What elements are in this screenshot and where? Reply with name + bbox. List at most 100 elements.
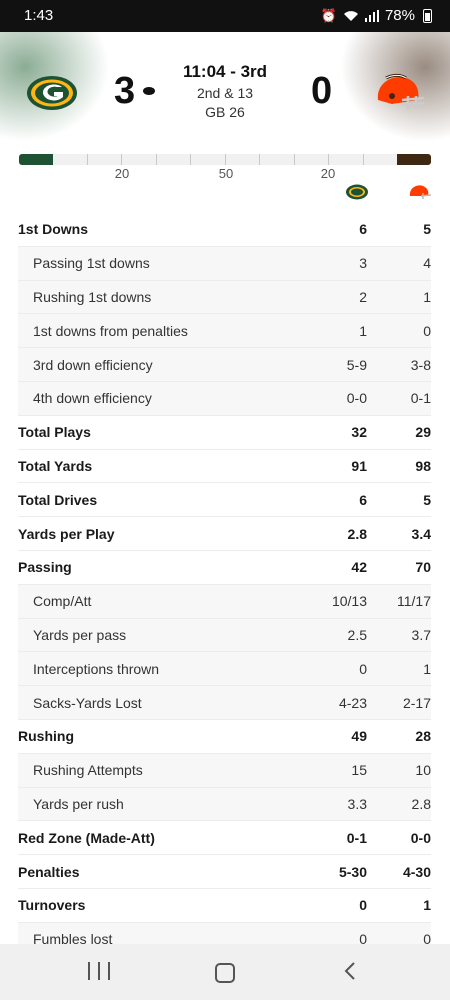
status-icons: ⏰ 78% [321,7,432,24]
stat-away-value: 0 [423,322,431,339]
stat-label: Yards per rush [33,795,124,812]
stat-row: Red Zone (Made-Att) 0-1 0-0 [18,821,431,856]
stat-label: Passing [18,559,72,576]
stat-label: Yards per pass [33,626,127,643]
stat-away-value: 29 [415,424,431,441]
ball-spot: GB 26 [205,104,245,120]
stat-away-value: 0 [423,931,431,948]
possession-indicator-icon [143,87,155,95]
stat-away-value: 0-0 [410,829,431,846]
stat-home-value: 49 [351,728,367,745]
stat-row: Total Drives 6 5 [18,483,431,518]
stat-row: Yards per pass 2.5 3.7 [18,618,431,653]
stat-home-value: 32 [351,424,367,441]
away-endzone [397,154,431,165]
stat-row: Total Plays 32 29 [18,416,431,450]
stat-home-value: 15 [351,762,367,779]
stat-row: Rushing 49 28 [18,720,431,754]
stat-row: Rushing Attempts 15 10 [18,753,431,788]
stat-away-value: 5 [423,491,431,508]
stat-home-value: 3 [359,255,367,272]
stat-away-value: 11/17 [397,593,431,610]
packers-logo-icon [27,76,77,110]
stat-row: Penalties 5-30 4-30 [18,855,431,889]
scoreboard[interactable]: 3 11:04 - 3rd 2nd & 13 GB 26 0 20 50 20 [0,32,450,190]
stat-label: Fumbles lost [33,931,113,948]
yard-label: 20 [114,166,130,181]
home-endzone [19,154,53,165]
stat-label: Yards per Play [18,525,115,542]
stat-row: Yards per rush 3.3 2.8 [18,787,431,822]
stat-away-value: 70 [415,559,431,576]
stat-away-value: 3.7 [411,626,431,643]
stat-away-value: 4-30 [402,863,431,880]
signal-icon [364,9,379,22]
browns-helmet-logo-icon [377,73,425,110]
stat-away-value: 1 [423,897,431,914]
stat-row: Yards per Play 2.8 3.4 [18,517,431,551]
stat-label: Total Yards [18,457,93,474]
game-clock: 11:04 - 3rd [182,62,268,81]
back-icon[interactable] [343,961,357,981]
stat-away-value: 2.8 [411,795,431,812]
stat-row: 4th down efficiency 0-0 0-1 [18,381,431,416]
home-score: 3 [114,70,136,112]
stat-home-value: 4-23 [338,694,367,711]
stat-away-value: 0-1 [410,390,431,407]
stat-away-value: 98 [415,457,431,474]
stat-row: Interceptions thrown 0 1 [18,652,431,687]
stat-away-value: 1 [423,660,431,677]
stat-row: Rushing 1st downs 2 1 [18,280,431,315]
stat-away-value: 3-8 [410,356,431,373]
stat-home-value: 0 [359,931,367,948]
stat-row: 1st downs from penalties 1 0 [18,314,431,349]
stat-label: Total Drives [18,491,98,508]
alarm-icon: ⏰ [320,7,337,23]
stat-label: Rushing [18,728,74,745]
stat-label: 4th down efficiency [33,390,152,407]
status-time: 1:43 [24,7,54,24]
stat-away-value: 3.4 [411,525,431,542]
stat-row: Total Yards 91 98 [18,450,431,484]
stat-label: Penalties [18,863,80,880]
stat-label: Total Plays [18,424,91,441]
stat-home-value: 6 [359,221,367,238]
stat-home-value: 2.5 [347,626,367,643]
stat-label: Sacks-Yards Lost [33,694,142,711]
stat-home-value: 5-30 [338,863,367,880]
away-score: 0 [311,70,333,112]
stat-label: Rushing Attempts [33,762,143,779]
stat-away-value: 10 [415,762,431,779]
stat-home-value: 42 [351,559,367,576]
status-bar: 1:43 ⏰ 78% [0,0,450,32]
team-stats-table[interactable]: 1st Downs 6 5 Passing 1st downs 3 4 Rushing 1s… [18,213,431,957]
stat-home-value: 10/13 [331,593,367,610]
yard-label: 50 [218,166,234,181]
stat-label: 3rd down efficiency [33,356,153,373]
stat-home-value: 1 [359,322,367,339]
stat-row: Sacks-Yards Lost 4-23 2-17 [18,686,431,720]
stat-row: Passing 42 70 [18,551,431,585]
stat-label: Rushing 1st downs [33,288,152,305]
field-position-bar [19,154,431,165]
stat-home-value: 6 [359,491,367,508]
stat-home-value: 91 [351,457,367,474]
stat-row: Comp/Att 10/13 11/17 [18,584,431,619]
stat-label: 1st Downs [18,221,89,238]
stat-away-value: 5 [423,221,431,238]
packers-column-icon [346,184,368,200]
stat-away-value: 2-17 [402,694,431,711]
stat-row: Passing 1st downs 3 4 [18,246,431,281]
stat-home-value: 5-9 [346,356,367,373]
stat-label: Interceptions thrown [33,660,160,677]
stat-away-value: 4 [423,255,431,272]
yard-label: 20 [320,166,336,181]
stat-home-value: 0-0 [346,390,367,407]
stat-home-value: 0 [359,897,367,914]
battery-level: 78% [384,7,415,24]
stat-home-value: 2.8 [347,525,367,542]
recent-apps-icon[interactable] [88,962,110,980]
down-and-distance: 2nd & 13 [196,85,254,101]
home-icon[interactable] [215,963,235,983]
stat-home-value: 0-1 [346,829,367,846]
